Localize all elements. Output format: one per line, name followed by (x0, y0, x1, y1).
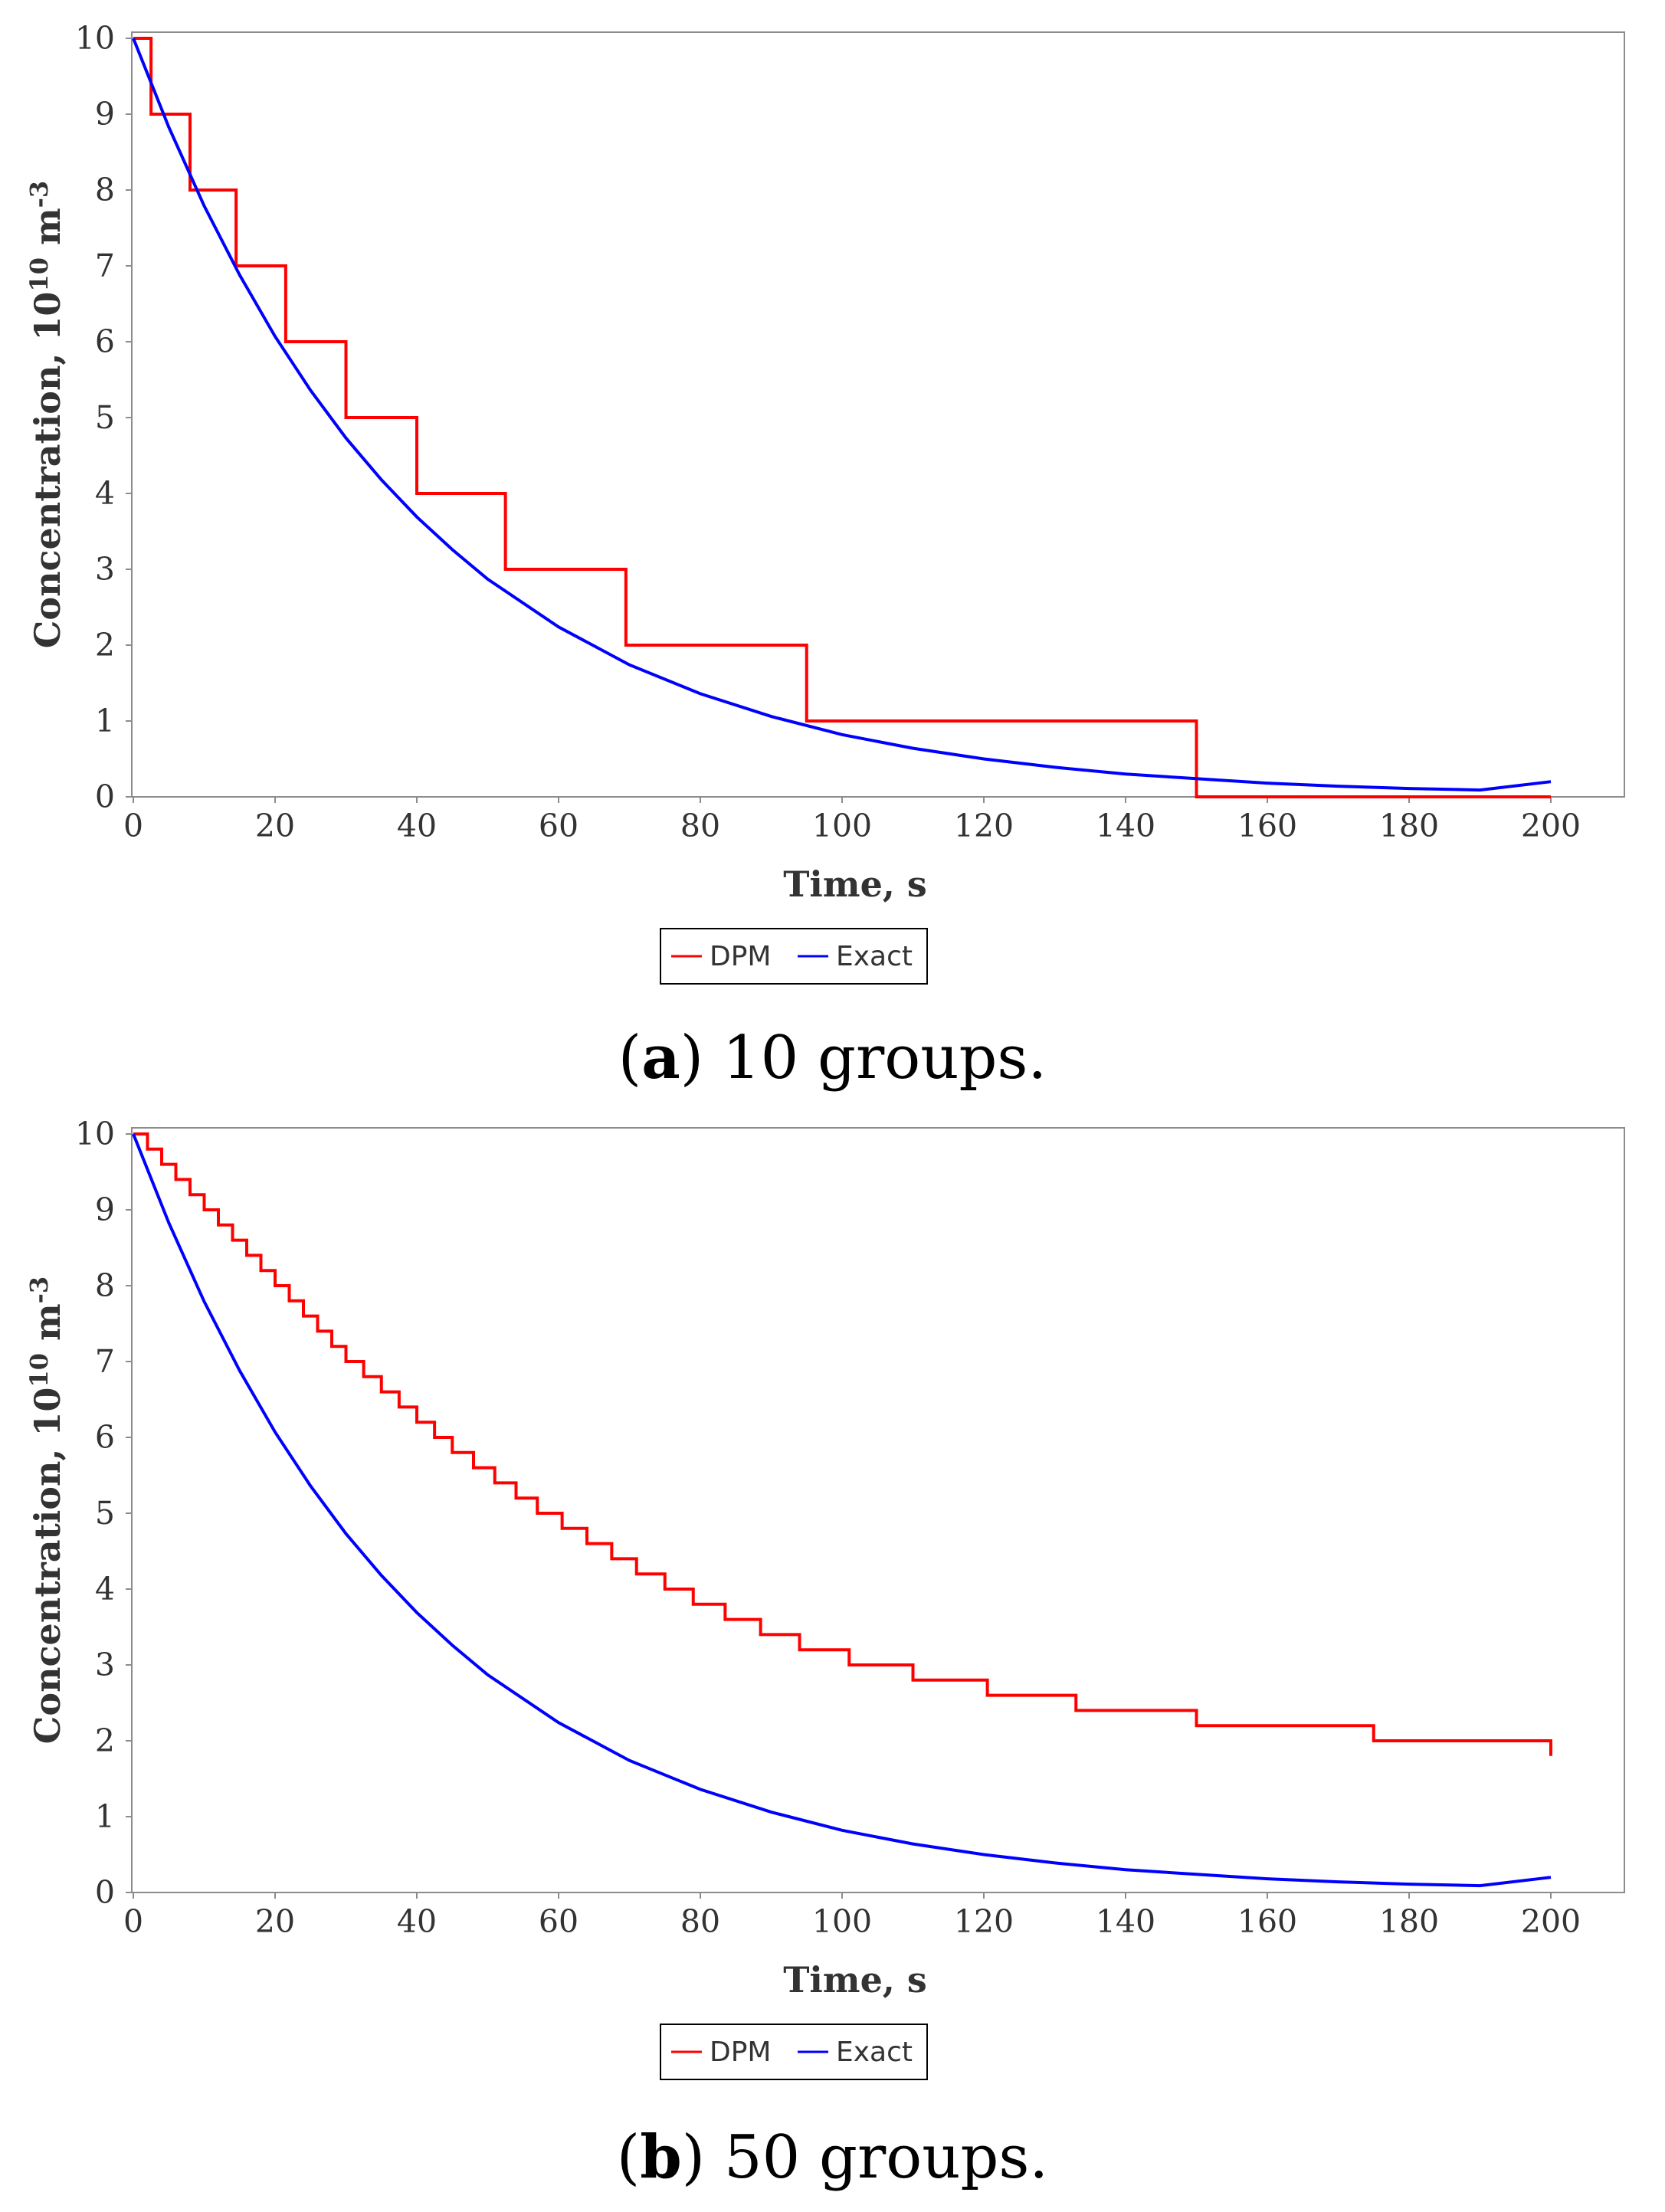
x-axis-label: Time, s (783, 1959, 927, 2001)
y-tick-label: 7 (95, 247, 115, 284)
x-tick-label: 140 (1096, 808, 1155, 844)
y-tick-label: 0 (95, 778, 115, 815)
y-tick-label: 8 (95, 1267, 115, 1304)
caption-b-text: ) 50 groups. (681, 2123, 1049, 2192)
y-tick-label: 10 (75, 1116, 115, 1152)
caption-a-open: ( (618, 1024, 642, 1093)
y-tick-label: 10 (75, 20, 115, 57)
legend: DPM Exact (660, 2024, 928, 2080)
x-tick-label: 200 (1521, 1903, 1581, 1940)
x-tick-label: 180 (1379, 808, 1439, 844)
y-tick-label: 6 (95, 323, 115, 360)
legend-label-dpm: DPM (710, 2037, 772, 2068)
caption-a-text: ) 10 groups. (680, 1024, 1047, 1093)
chart-panel-b: 0 20 40 60 80 100 120 140 160 180 200 0 1 2 3 4 5 6 7 8 9 10 T… (25, 1116, 1625, 2080)
x-tick-label: 160 (1237, 1903, 1297, 1940)
caption-b-open: ( (616, 2123, 641, 2192)
legend-label-dpm: DPM (710, 941, 772, 972)
y-tick-label: 2 (95, 627, 115, 664)
y-tick-label: 3 (95, 1647, 115, 1683)
y-tick-label: 5 (95, 1495, 115, 1532)
x-tick-label: 0 (123, 808, 143, 844)
series-line-dpm (133, 37, 1551, 798)
x-tick-label: 100 (812, 808, 872, 844)
plot-area (131, 31, 1625, 798)
caption-a: (a) 10 groups. (0, 1023, 1665, 1093)
y-axis-label: Concentration, 1010 m-3 (25, 1276, 68, 1744)
caption-b-letter: b (640, 2122, 682, 2192)
series-line-exact (132, 38, 1552, 792)
x-tick-label: 20 (255, 808, 295, 844)
legend-label-exact: Exact (836, 941, 913, 972)
legend-box (660, 2024, 928, 2080)
x-tick-label: 20 (255, 1903, 295, 1940)
y-axis-label: Concentration, 1010 m-3 (25, 181, 68, 648)
y-tick-label: 0 (95, 1874, 115, 1911)
x-tick-label: 40 (397, 1903, 437, 1940)
legend-label-exact: Exact (836, 2037, 913, 2068)
y-tick-label: 2 (95, 1722, 115, 1759)
caption-b: (b) 50 groups. (0, 2122, 1665, 2192)
y-tick-label: 6 (95, 1419, 115, 1456)
y-tick-label: 7 (95, 1343, 115, 1380)
y-tick-label: 1 (95, 703, 115, 739)
y-tick-label: 3 (95, 551, 115, 588)
x-tick-label: 200 (1521, 808, 1581, 844)
y-tick-label: 9 (95, 1191, 115, 1228)
y-tick-label: 4 (95, 475, 115, 512)
y-tick-label: 1 (95, 1798, 115, 1835)
x-tick-label: 60 (539, 1903, 578, 1940)
legend: DPM Exact (660, 928, 928, 985)
x-tick-label: 80 (680, 1903, 720, 1940)
x-tick-label: 180 (1379, 1903, 1439, 1940)
y-tick-label: 9 (95, 96, 115, 133)
x-tick-label: 120 (954, 808, 1014, 844)
series-line-dpm (133, 1132, 1552, 1756)
x-tick-label: 160 (1237, 808, 1297, 844)
legend-box (660, 928, 928, 985)
caption-a-letter: a (641, 1023, 680, 1093)
x-tick-label: 100 (812, 1903, 872, 1940)
x-tick-label: 140 (1096, 1903, 1155, 1940)
x-tick-label: 0 (123, 1903, 143, 1940)
series-line-exact (132, 1133, 1552, 1888)
x-axis-label: Time, s (783, 863, 927, 905)
plot-area (131, 1127, 1625, 1893)
x-tick-label: 40 (397, 808, 437, 844)
x-tick-label: 80 (680, 808, 720, 844)
x-tick-label: 60 (539, 808, 578, 844)
chart-panel-a: 0 20 40 60 80 100 120 140 160 180 200 0 1 2 3 4 5 6 7 8 9 10 T… (25, 20, 1625, 985)
x-tick-label: 120 (954, 1903, 1014, 1940)
y-tick-label: 4 (95, 1571, 115, 1607)
y-tick-label: 8 (95, 172, 115, 208)
y-tick-label: 5 (95, 399, 115, 436)
